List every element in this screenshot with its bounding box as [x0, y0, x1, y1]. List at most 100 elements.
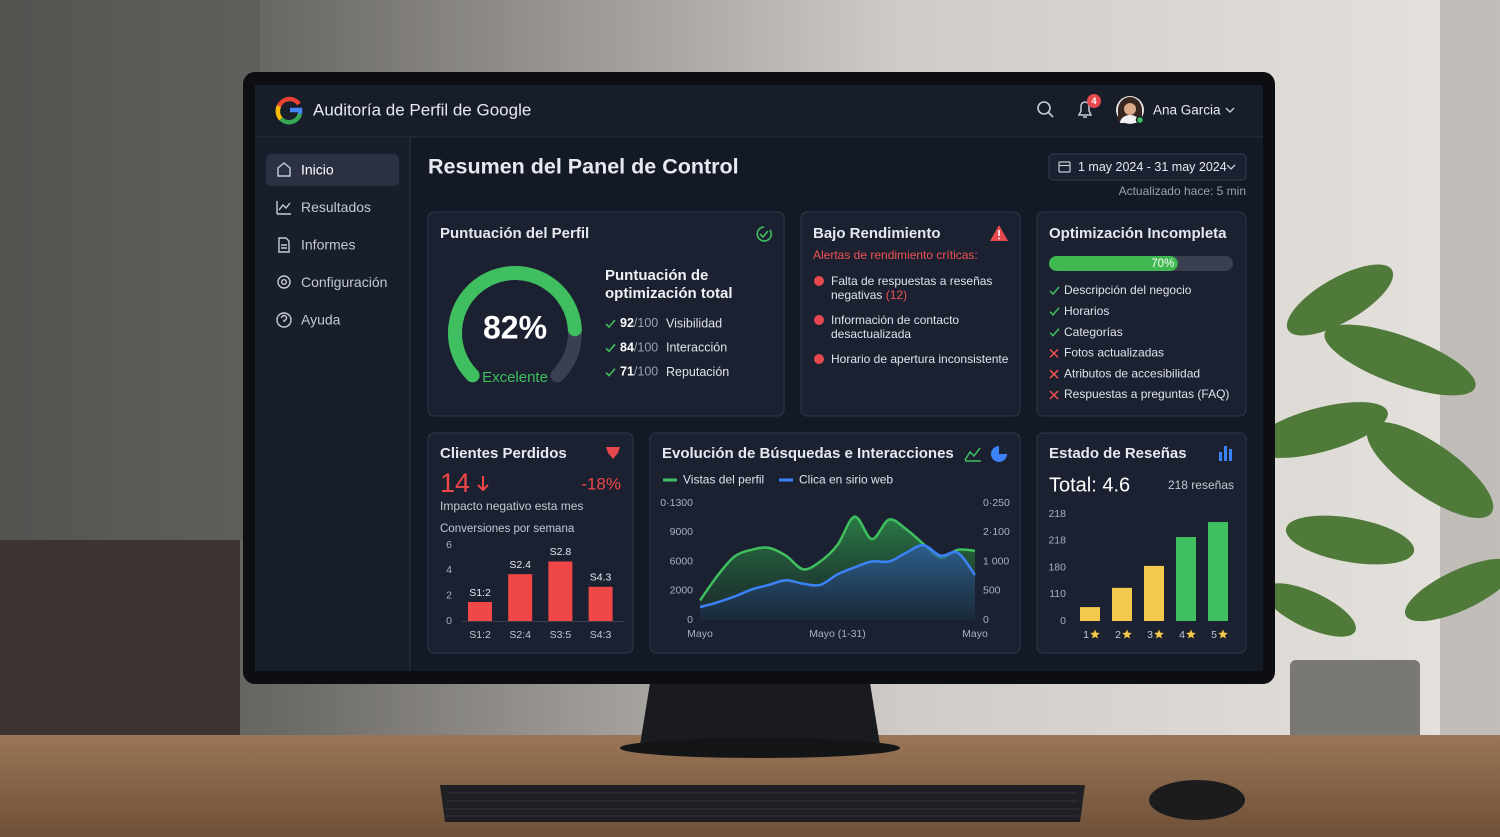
y-tick-label: 0: [1060, 615, 1066, 627]
notification-count: 4: [1091, 96, 1096, 106]
x-tick-label: Mayo (1-31): [809, 628, 866, 640]
nav-item[interactable]: Ayuda: [301, 312, 341, 328]
bar-annotation: S2.8: [550, 546, 572, 558]
bar: [508, 574, 533, 621]
progress-bar: [1049, 256, 1178, 271]
lost-change: -18%: [581, 474, 621, 493]
check-icon: [605, 319, 616, 329]
cross-icon: [1049, 390, 1059, 400]
card-subtitle: Alertas de rendimiento críticas:: [813, 248, 978, 262]
y-tick-label: 218: [1048, 508, 1066, 520]
date-range[interactable]: 1 may 2024 - 31 may 2024: [1078, 160, 1227, 174]
caption: Impacto negativo esta mes: [440, 499, 583, 513]
warning-icon: [990, 225, 1008, 241]
y2-tick-label: 2·100: [983, 526, 1010, 538]
down-arrow: [477, 476, 489, 492]
score-rating: Excelente: [482, 369, 548, 386]
y-tick-label: 218: [1048, 535, 1066, 547]
score-value: 82%: [483, 309, 547, 345]
avatar[interactable]: [1116, 96, 1145, 125]
plant-pot: [1290, 660, 1420, 740]
user-chevron[interactable]: [1225, 107, 1235, 113]
bar: [1144, 565, 1164, 621]
updated-text: Actualizado hace: 5 min: [1119, 184, 1246, 198]
alert-part: Horario de apertura inconsistente: [831, 352, 1009, 366]
score-subtitle-part: Puntuación de optimización total: [605, 267, 733, 302]
metric-score-line: 84/100: [620, 341, 658, 355]
metric-max: /100: [634, 316, 658, 330]
y-tick-label: 2: [446, 589, 452, 601]
plant: [1252, 264, 1500, 637]
y-tick-label: 0: [687, 614, 693, 626]
alert-text: Información de contacto desactualizada: [831, 313, 1011, 341]
bar: [1112, 587, 1132, 621]
card-title: Evolución de Búsquedas e Interacciones: [662, 445, 954, 462]
alert-dot: [814, 276, 824, 286]
reviews-total: Total: 4.6: [1049, 474, 1130, 496]
nav-item[interactable]: Resultados: [301, 199, 371, 215]
x-tick-label: 3: [1147, 629, 1153, 641]
mouse: [1149, 780, 1245, 820]
alert-dot: [814, 354, 824, 364]
line-icon: [964, 447, 981, 462]
x-tick-label: Mayo: [687, 628, 713, 640]
metric-score-line: 92/100: [620, 316, 658, 330]
nav-item[interactable]: Inicio: [301, 162, 334, 178]
area: [700, 545, 975, 620]
nav-item[interactable]: Informes: [301, 237, 355, 253]
bar: [548, 561, 573, 621]
star-icon: [1154, 629, 1164, 639]
nav-item[interactable]: Configuración: [301, 274, 387, 290]
star-icon: [1090, 629, 1100, 639]
x-tick-label: 1: [1083, 629, 1089, 641]
x-tick-label: 5: [1211, 629, 1217, 641]
alert-part: (12): [885, 288, 908, 302]
metric-name: Interacción: [666, 341, 727, 355]
alert-text: Horario de apertura inconsistente: [831, 352, 1011, 366]
check-icon: [1049, 328, 1060, 337]
search-icon[interactable]: [1037, 101, 1054, 118]
date-chevron: [1226, 164, 1236, 170]
checklist-item: Atributos de accesibilidad: [1064, 366, 1200, 380]
y-tick-label: 0: [446, 615, 452, 627]
alert-part: Información de contacto desactualizada: [831, 313, 960, 341]
star-icon: [1122, 629, 1132, 639]
card-title: Optimización Incompleta: [1049, 225, 1227, 242]
bar-annotation: S1:2: [469, 587, 491, 599]
calendar-icon: [1058, 161, 1071, 173]
check-icon: [1049, 307, 1060, 316]
date-picker[interactable]: [1048, 153, 1247, 181]
score-subtitle: Puntuación de optimización total: [605, 267, 733, 302]
alert: Información de contacto desactualizada: [831, 313, 1011, 341]
sidebar-icons: [276, 162, 292, 328]
bell-icon[interactable]: [1077, 101, 1093, 118]
sidebar-active[interactable]: [266, 154, 399, 186]
checklist-item: Categorías: [1064, 325, 1123, 339]
y-tick-label: 180: [1048, 561, 1066, 573]
bar: [1080, 607, 1100, 621]
lost-value: 14: [440, 468, 470, 498]
chart-title: Conversiones por semana: [440, 523, 575, 535]
shelf: [0, 540, 240, 740]
notification-dot: [1087, 94, 1101, 108]
bar-annotation: S2.4: [509, 559, 531, 571]
alert: Horario de apertura inconsistente: [831, 352, 1011, 366]
star-icon: [1218, 629, 1228, 639]
metric-score-line: 71/100: [620, 365, 658, 379]
x-tick-label: S4:3: [590, 629, 612, 641]
sidebar: [255, 137, 410, 671]
card-title: Estado de Reseñas: [1049, 445, 1187, 462]
checklist-item: Fotos actualizadas: [1064, 346, 1164, 360]
score-icon: [756, 226, 773, 242]
pie-icon: [991, 446, 1007, 462]
y2-tick-label: 0·250: [983, 497, 1010, 509]
y-tick-label: 2000: [670, 585, 694, 597]
alert-text: Falta de respuestas a reseñas negativas …: [831, 274, 1011, 302]
keyboard-keys: [446, 792, 1079, 817]
metric-max: /100: [634, 365, 658, 379]
x-tick-label: S3:5: [550, 629, 572, 641]
wall-panel: [0, 0, 260, 540]
x-tick-label: S1:2: [469, 629, 491, 641]
x-tick-label: Mayo: [962, 628, 988, 640]
gauge-value: [448, 266, 582, 383]
